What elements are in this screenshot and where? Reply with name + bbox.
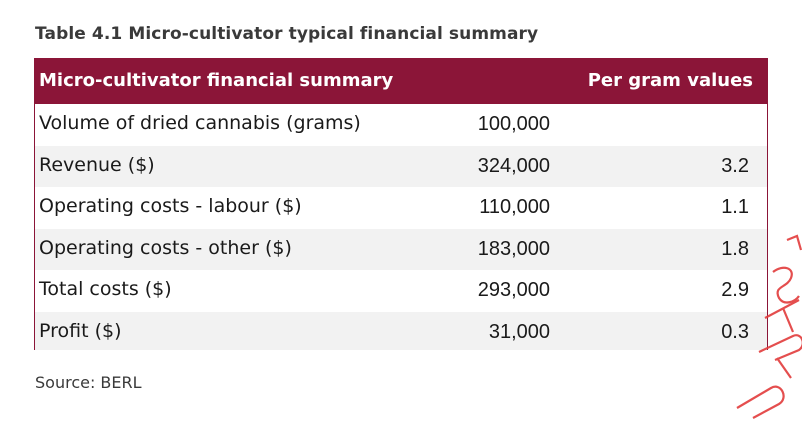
row-per-gram: 3.2 — [721, 154, 749, 177]
row-per-gram: 0.3 — [721, 320, 749, 343]
row-value: 100,000 — [477, 113, 550, 135]
table-caption: Table 4.1 Micro-cultivator typical finan… — [35, 24, 539, 44]
row-per-gram: 2.9 — [721, 279, 749, 301]
row-label: Operating costs - labour ($) — [39, 195, 302, 217]
table-row: Total costs ($) 293,000 2.9 — [35, 270, 767, 312]
row-value: 110,000 — [479, 196, 550, 218]
table-row: Profit ($) 31,000 0.3 — [35, 311, 767, 350]
row-label: Revenue ($) — [39, 153, 155, 176]
header-summary: Micro-cultivator financial summary — [39, 70, 394, 91]
row-label: Profit ($) — [39, 319, 122, 342]
row-label: Total costs ($) — [39, 278, 172, 300]
row-per-gram: 1.8 — [721, 237, 749, 260]
row-label: Volume of dried cannabis (grams) — [39, 112, 361, 134]
financial-summary-table: Micro-cultivator financial summary Per g… — [34, 58, 768, 350]
table-header-row: Micro-cultivator financial summary Per g… — [35, 59, 767, 104]
table-row: Operating costs - other ($) 183,000 1.8 — [35, 228, 767, 270]
source-note: Source: BERL — [35, 373, 142, 392]
table-row: Revenue ($) 324,000 3.2 — [35, 145, 767, 187]
table-row: Volume of dried cannabis (grams) 100,000 — [35, 104, 767, 146]
table-row: Operating costs - labour ($) 110,000 1.1 — [35, 187, 767, 229]
row-value: 183,000 — [477, 237, 550, 260]
row-value: 31,000 — [488, 320, 550, 343]
row-value: 293,000 — [477, 279, 550, 301]
header-per-gram: Per gram values — [587, 70, 753, 91]
row-per-gram: 1.1 — [721, 196, 749, 218]
row-value: 324,000 — [477, 154, 550, 177]
row-label: Operating costs - other ($) — [39, 236, 292, 259]
